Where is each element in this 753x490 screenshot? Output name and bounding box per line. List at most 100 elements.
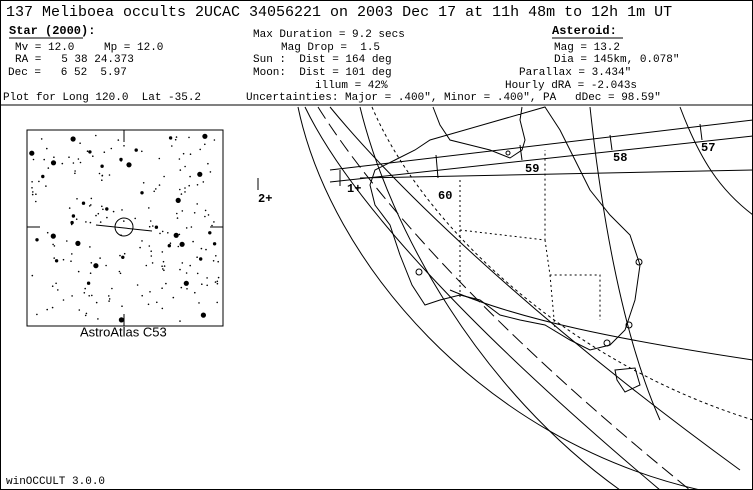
- star: [190, 226, 193, 228]
- star: [85, 312, 88, 315]
- star: [155, 188, 157, 190]
- star: [149, 220, 152, 222]
- star: [161, 251, 164, 253]
- star: [123, 145, 125, 147]
- star: [154, 225, 159, 229]
- star: [88, 150, 92, 154]
- site: [415, 268, 423, 276]
- star: [47, 167, 50, 169]
- star: [101, 205, 103, 208]
- star: [175, 197, 181, 203]
- star: [43, 158, 45, 161]
- earth-limb: [297, 106, 701, 490]
- star: [134, 217, 136, 220]
- star: [163, 265, 166, 267]
- star: [196, 203, 198, 205]
- star: [97, 318, 99, 320]
- star: [180, 193, 183, 195]
- border: [459, 150, 601, 331]
- star: [35, 238, 39, 242]
- star: [148, 207, 150, 209]
- star: [111, 287, 113, 290]
- tick: [519, 144, 523, 161]
- star: [77, 270, 80, 273]
- star: [105, 264, 107, 267]
- star: [180, 286, 183, 289]
- star: [121, 305, 123, 308]
- asteroid-line: dDec = 98.59": [575, 92, 661, 104]
- star: [206, 284, 208, 287]
- star: [40, 138, 43, 140]
- star: [179, 241, 185, 247]
- star: [108, 298, 111, 300]
- star: [53, 245, 56, 247]
- asteroid-line: Dia = 145km, 0.078": [554, 54, 679, 66]
- star: [95, 134, 97, 137]
- star: [139, 246, 141, 249]
- star: [103, 151, 106, 153]
- star: [70, 220, 74, 225]
- star: [118, 270, 121, 273]
- star: [83, 292, 86, 294]
- star: [179, 188, 181, 191]
- star: [209, 171, 212, 173]
- star: [161, 230, 164, 233]
- star: [68, 207, 71, 209]
- star: [88, 295, 90, 297]
- tick: [699, 123, 703, 141]
- star: [99, 257, 101, 259]
- star: [46, 147, 48, 150]
- star: [89, 246, 91, 248]
- time-label: 60: [438, 189, 452, 203]
- star: [150, 255, 153, 257]
- star: [31, 187, 33, 189]
- star: [78, 309, 81, 311]
- star: [165, 282, 167, 285]
- star: [105, 207, 109, 211]
- star: [35, 200, 37, 203]
- time-label: 58: [613, 151, 627, 165]
- star: [141, 294, 143, 297]
- star: [93, 263, 99, 269]
- star: [161, 307, 164, 310]
- star: [217, 276, 220, 279]
- star: [51, 285, 54, 288]
- star: [178, 158, 181, 160]
- star: [185, 272, 188, 274]
- star: [70, 223, 73, 226]
- star-heading: Star (2000):: [9, 24, 95, 38]
- star: [161, 287, 163, 290]
- star: [32, 191, 34, 193]
- star: [76, 198, 78, 200]
- star: [200, 312, 206, 318]
- star: [202, 181, 205, 183]
- star: [35, 193, 37, 195]
- star-line: Mv = 12.0: [15, 42, 74, 54]
- star: [121, 255, 125, 259]
- circ-line: Max Duration = 9.2 secs: [253, 29, 405, 41]
- star: [141, 240, 143, 242]
- asteroid-line: Hourly dRA = -2.043s: [505, 80, 637, 92]
- star: [45, 185, 47, 187]
- star: [79, 142, 81, 144]
- star: [149, 291, 151, 293]
- site-label: 2+: [258, 192, 272, 206]
- star: [216, 301, 218, 304]
- star: [71, 295, 73, 297]
- center-line: [359, 169, 753, 179]
- star-line: Dec = 6 52 5.97: [8, 67, 127, 79]
- star: [84, 287, 86, 290]
- star: [70, 260, 72, 263]
- star: [136, 284, 139, 286]
- star: [212, 260, 215, 262]
- star: [179, 320, 181, 322]
- star: [206, 277, 208, 279]
- star: [66, 240, 68, 242]
- center-line: [329, 135, 753, 183]
- path-uncertainty: [317, 106, 691, 490]
- star: [182, 152, 185, 155]
- star: [211, 224, 213, 227]
- star: [196, 256, 198, 259]
- star: [51, 306, 54, 309]
